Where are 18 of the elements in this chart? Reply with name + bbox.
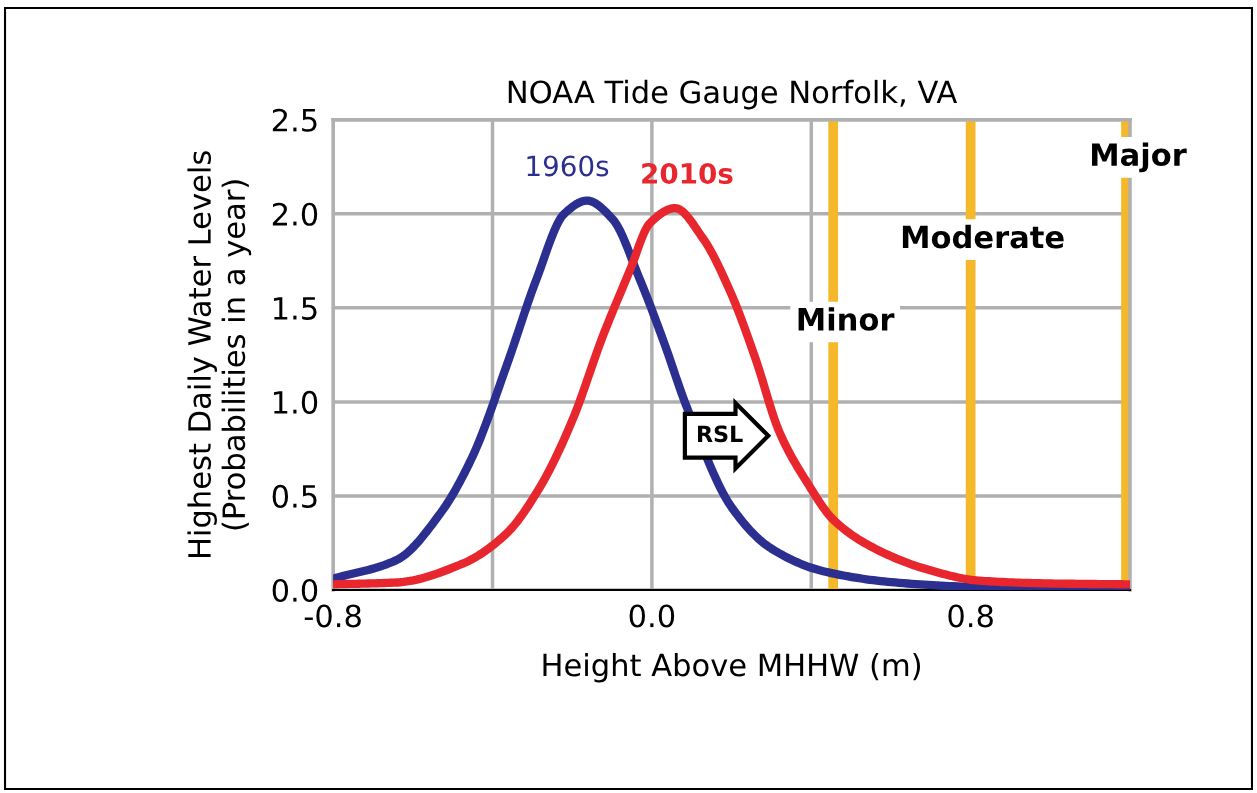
ref-line-label: Minor [798, 307, 895, 331]
ref-line-label: Major [1092, 142, 1187, 173]
x-tick-label: -0.8 [304, 604, 361, 628]
y-tick-label: 2.5 [272, 108, 317, 132]
y-tick-label: 0.5 [272, 484, 317, 508]
annotation: RSL [698, 425, 743, 443]
y-tick-label: 1.0 [273, 390, 318, 414]
series-label: 1960s [527, 155, 609, 177]
series-label: 2010s [642, 162, 733, 184]
y-tick-label: 2.0 [272, 202, 318, 226]
y-tick-label: 1.5 [273, 297, 317, 320]
x-tick-label: 0.8 [948, 604, 993, 628]
x-tick-label: 0.0 [629, 604, 675, 628]
x-axis-title: Height Above MHHW (m) [543, 652, 921, 683]
chart-title: NOAA Tide Gauge Norfolk, VA [508, 79, 958, 110]
y-tick-label: 0.0 [272, 578, 318, 603]
ref-line-label: Moderate [902, 224, 1064, 249]
y-axis-title: Highest Daily Water Levels (Probabilities in a year) [187, 151, 252, 558]
